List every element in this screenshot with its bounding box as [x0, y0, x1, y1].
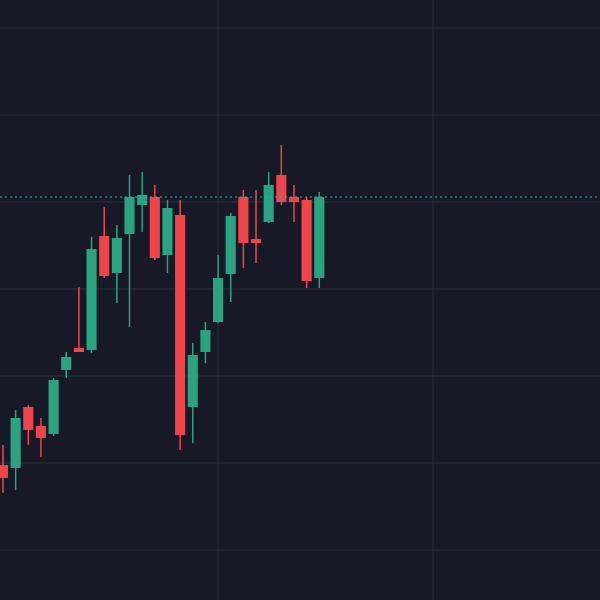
candle-body: [250, 239, 262, 243]
candle-body: [149, 197, 160, 258]
candle-body: [73, 348, 84, 352]
candle-body: [225, 216, 236, 274]
candle-body: [111, 238, 122, 273]
candle-body: [238, 197, 249, 243]
candle-body: [314, 197, 325, 278]
candle-body: [10, 418, 21, 468]
candle-body: [48, 380, 59, 434]
candle-body: [61, 357, 72, 370]
candle-body: [263, 185, 274, 222]
candle-body: [276, 175, 287, 202]
candle-body: [23, 407, 34, 430]
candle-body: [288, 197, 300, 202]
candle-body: [124, 197, 135, 234]
candle-body: [200, 330, 211, 352]
candle-body: [187, 355, 198, 407]
candle-body: [175, 215, 186, 435]
candle-body: [213, 278, 224, 322]
candle-body: [137, 195, 148, 205]
candle-body: [35, 426, 47, 438]
candle-body: [301, 200, 312, 281]
candle-body: [99, 236, 110, 276]
candle-body: [0, 465, 9, 478]
candle-body: [162, 208, 173, 255]
candle-body: [86, 249, 97, 350]
